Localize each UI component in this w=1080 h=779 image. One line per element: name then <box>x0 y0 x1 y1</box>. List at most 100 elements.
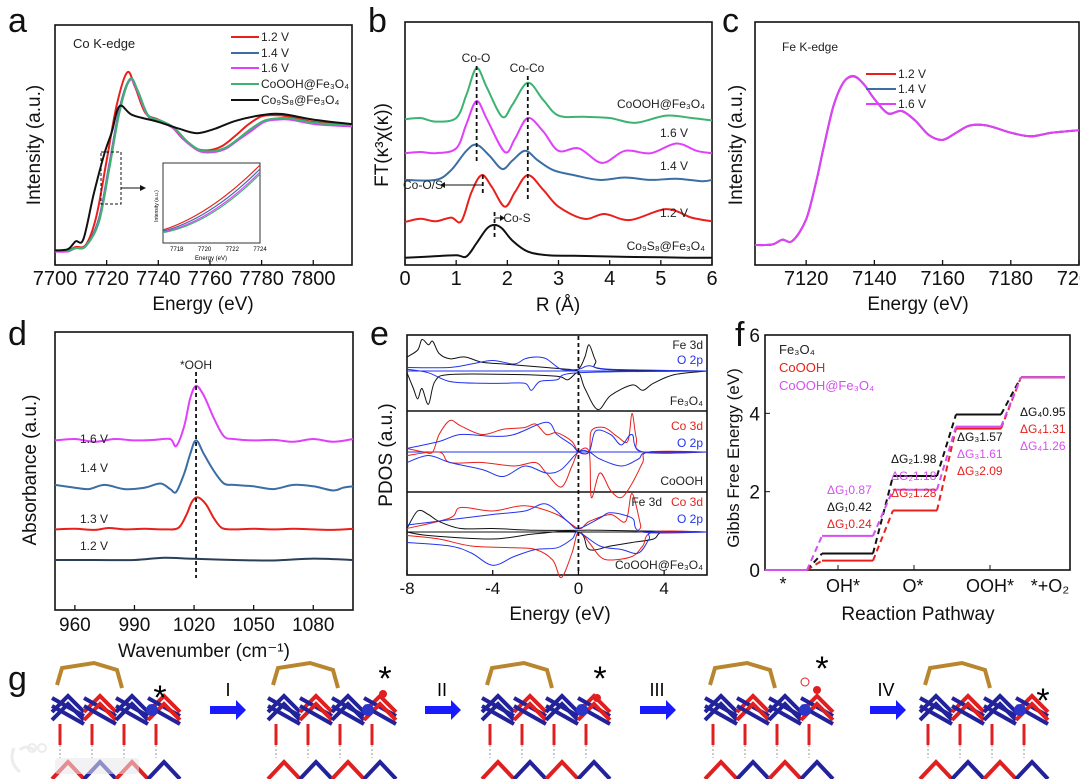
legend-label: CoOOH <box>779 360 825 375</box>
bond <box>298 693 334 714</box>
dg-label: ΔG₁0.87 <box>827 483 872 497</box>
inset-frame <box>162 162 261 244</box>
x-tick-label: 7120 <box>784 268 829 290</box>
bond <box>330 701 366 722</box>
panel-f-ylabel: Gibbs Free Energy (eV) <box>724 368 743 548</box>
energy-connector <box>1000 376 1022 415</box>
bond <box>982 693 1018 714</box>
category-label: *+O₂ <box>1031 576 1070 596</box>
active-site-marker: * <box>593 660 606 698</box>
legend-label: 1.6 V <box>261 61 289 75</box>
y-tick-label: 4 <box>749 404 760 425</box>
x-tick-label: 7160 <box>920 268 965 290</box>
panel-b-ylabel: FT(κ³χ(κ)) <box>372 103 393 187</box>
x-tick-label: 7720 <box>84 268 129 290</box>
bond <box>480 693 516 714</box>
plot-frame-b <box>404 21 713 266</box>
watermark-logo <box>10 743 139 774</box>
panel-a-xlabel: Energy (eV) <box>152 294 253 315</box>
legend-fe3d: Fe 3d <box>672 338 703 352</box>
series-line-1.6 V <box>754 75 1080 247</box>
bond <box>768 704 802 726</box>
series-line-1.2 V <box>404 174 713 224</box>
bond <box>982 759 1018 779</box>
legend-co3d: Co 3d <box>671 419 703 433</box>
pdos-line-O 2p up <box>406 421 708 455</box>
x-tick-label: 1020 <box>173 615 215 636</box>
dg-label: ΔG₂1.28 <box>891 486 937 500</box>
inset-ylabel: Intensity (a.u.) <box>154 190 160 222</box>
oxygen-atom <box>813 686 821 694</box>
pdos-line-O 2p down <box>406 368 708 391</box>
panel-d-xlabel: Wavenumber (cm⁻¹) <box>118 641 290 662</box>
legend-label: Fe₃O₄ <box>779 342 815 357</box>
oxygen-atom <box>800 677 810 687</box>
x-tick-label: 7180 <box>989 268 1034 290</box>
x-tick-label: 3 <box>553 268 564 290</box>
oxygen-atom <box>379 690 387 698</box>
panel-a-legend: 1.2 V 1.4 V 1.6 V CoOOH@Fe₃O₄ Co₉S₈@Fe₃O… <box>261 30 349 107</box>
pdos-line-Co 3d up <box>406 492 708 534</box>
bond <box>544 701 580 722</box>
x-tick-label: -4 <box>485 579 500 598</box>
series-label: 1.2 V <box>660 206 688 220</box>
bond <box>799 759 835 779</box>
bond <box>767 701 803 722</box>
legend-label: CoOOH@Fe₃O₄ <box>779 378 874 393</box>
structure-model <box>50 660 182 779</box>
bond <box>480 701 516 722</box>
pdos-line-Co 3d down <box>406 530 708 578</box>
legend-label: 1.4 V <box>261 46 289 60</box>
legend-label: CoOOH@Fe₃O₄ <box>261 77 349 91</box>
inset-xlabel: Energy (eV) <box>195 256 227 262</box>
legend-o2p: O 2p <box>677 436 703 450</box>
panel-e-ylabel: PDOS (a.u.) <box>376 403 397 506</box>
bond <box>50 701 86 722</box>
series-line-1.2 V <box>55 556 354 562</box>
annotation-co-o-s: Co-O/S <box>403 178 443 192</box>
panel-letter-g: g <box>8 660 27 698</box>
plot-frame-f <box>764 334 1071 571</box>
inset-x-tick-label: 7718 <box>170 247 184 253</box>
dg-label: ΔG₄1.26 <box>1020 439 1066 453</box>
inset-x-tick-label: 7720 <box>198 247 212 253</box>
pdos-line-O 2p up <box>406 503 708 534</box>
subpanel-label: Fe₃O₄ <box>670 394 703 408</box>
legend-label: 1.6 V <box>898 97 926 111</box>
reaction-arrow-icon <box>425 700 461 720</box>
step-label: IV <box>877 680 894 700</box>
energy-connector <box>872 489 894 537</box>
bond <box>298 701 334 722</box>
bond <box>704 704 738 726</box>
x-tick-label: 2 <box>502 268 513 290</box>
step-label: III <box>649 680 664 700</box>
series-label: 1.6 V <box>660 126 688 140</box>
bond <box>114 701 150 722</box>
pdos-line-O 2p down <box>406 530 708 566</box>
bond <box>918 701 954 722</box>
plot-frame-d <box>54 331 354 611</box>
x-tick-label: 1080 <box>292 615 334 636</box>
bond <box>266 701 302 722</box>
x-tick-label: 5 <box>655 268 666 290</box>
series-label: 1.3 V <box>80 512 108 526</box>
bond <box>330 759 366 779</box>
bond <box>480 759 516 779</box>
panel-c-title: Fe K-edge <box>782 40 838 54</box>
bond <box>982 701 1018 722</box>
cobalt-atom <box>362 704 374 716</box>
pdos-line-O 2p down <box>406 449 708 478</box>
dg-label: ΔG₁0.42 <box>827 500 872 514</box>
active-site-marker: * <box>153 679 166 717</box>
plot-frame-a <box>54 24 353 266</box>
panel-letter-b: b <box>368 2 387 40</box>
bond <box>950 759 986 779</box>
bond <box>544 693 580 714</box>
x-tick-label: 7760 <box>188 268 233 290</box>
legend-label: 1.4 V <box>898 82 926 96</box>
chart-marks: 7700 7720 7740 7760 7780 7800 7718 7720 7722 7724… <box>33 21 1080 779</box>
dg-label: ΔG₃1.57 <box>957 430 1003 444</box>
cobalt-atom <box>576 704 588 716</box>
panel-letter-a: a <box>8 2 27 40</box>
x-tick-label: 7780 <box>239 268 284 290</box>
